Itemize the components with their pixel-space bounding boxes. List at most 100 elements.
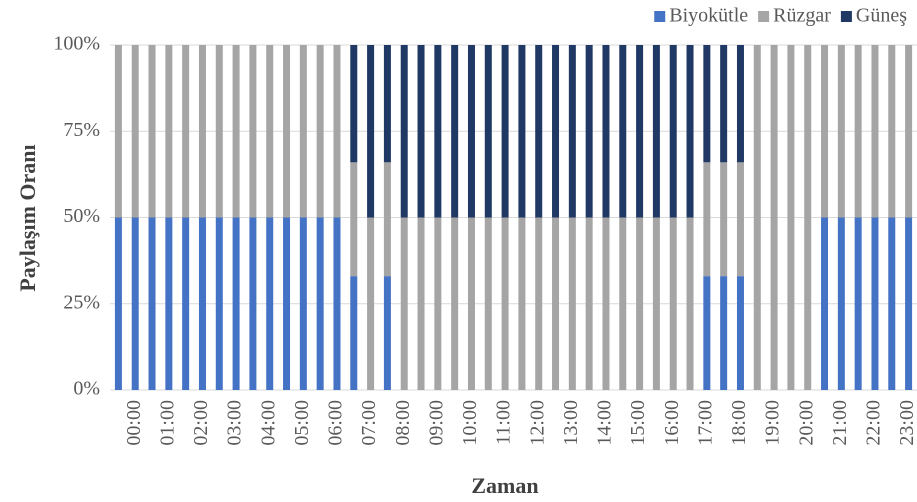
bar-segment [400,217,408,390]
y-tick-label: 25% [63,291,100,313]
bar-segment [367,45,375,218]
x-tick-label: 14:00 [594,400,616,446]
bar-segment [720,162,728,277]
x-tick-label: 03:00 [224,400,246,446]
bar-segment [753,45,761,390]
bar-segment [299,45,307,218]
x-axis-title: Zaman [471,473,538,498]
bar-segment [720,276,728,390]
bar-segment [451,217,459,390]
bar-segment [215,45,223,218]
legend-label: Güneş [856,5,907,27]
bar-segment [736,276,744,390]
bar-segment [770,45,778,390]
bar-segment [350,276,358,390]
x-tick-label: 04:00 [257,400,279,446]
bar-segment [619,217,627,390]
bar-segment [787,45,795,390]
bar-segment [568,217,576,390]
legend-swatch [840,11,852,22]
bar-segment [467,45,475,218]
bar-segment [316,45,324,218]
y-tick-label: 0% [73,378,100,400]
bar-segment [148,45,156,218]
bar-segment [535,217,543,390]
bar-segment [249,217,257,390]
bar-segment [434,45,442,218]
bar-segment [636,217,644,390]
bar-segment [383,162,391,277]
x-tick-label: 18:00 [728,400,750,446]
bar-segment [585,217,593,390]
bar-segment [552,217,560,390]
bar-segment [652,45,660,218]
bar-segment [114,45,122,218]
legend-label: Rüzgar [773,5,831,27]
bar-segment [552,45,560,218]
bar-segment [283,45,291,218]
bar-segment [299,217,307,390]
bar-segment [871,45,879,218]
bar-segment [383,45,391,163]
bar-segment [333,45,341,218]
bar-segment [686,45,694,218]
bar-segment [383,276,391,390]
y-tick-label: 50% [63,205,100,227]
bar-segment [400,45,408,218]
y-axis-title: Paylaşım Oranı [15,144,40,291]
x-tick-label: 02:00 [190,400,212,446]
bar-segment [165,217,173,390]
bar-segment [434,217,442,390]
bar-segment [888,217,896,390]
bar-segment [266,217,274,390]
bar-segment [619,45,627,218]
bar-segment [451,45,459,218]
bar-segment [131,45,139,218]
x-tick-label: 01:00 [156,400,178,446]
bar-segment [417,217,425,390]
bar-segment [215,217,223,390]
bar-segment [333,217,341,390]
bar-segment [316,217,324,390]
x-tick-label: 07:00 [358,400,380,446]
bar-segment [182,45,190,218]
x-tick-label: 15:00 [627,400,649,446]
bar-segment [467,217,475,390]
bar-segment [669,45,677,218]
bar-segment [703,45,711,163]
bar-segment [736,45,744,163]
bar-segment [804,45,812,390]
bar-segment [114,217,122,390]
x-tick-label: 05:00 [291,400,313,446]
x-tick-label: 09:00 [425,400,447,446]
bar-segment [232,45,240,218]
x-tick-label: 06:00 [325,400,347,446]
bar-segment [585,45,593,218]
bar-segment [568,45,576,218]
bar-segment [350,45,358,163]
bar-segment [484,217,492,390]
bar-segment [417,45,425,218]
x-tick-label: 23:00 [896,400,917,446]
x-tick-label: 08:00 [392,400,414,446]
bar-segment [905,217,913,390]
bar-segment [198,217,206,390]
x-tick-label: 11:00 [493,400,515,445]
x-tick-label: 00:00 [123,400,145,446]
legend-swatch [654,11,666,22]
y-tick-label: 75% [63,119,100,141]
bar-segment [232,217,240,390]
bar-segment [350,162,358,277]
bar-segment [736,162,744,277]
bar-segment [854,45,862,218]
bar-segment [266,45,274,218]
bar-segment [165,45,173,218]
x-tick-label: 10:00 [459,400,481,446]
x-tick-label: 19:00 [762,400,784,446]
x-tick-label: 20:00 [795,400,817,446]
bar-segment [720,45,728,163]
bar-segment [854,217,862,390]
bar-segment [871,217,879,390]
bar-segment [367,217,375,390]
